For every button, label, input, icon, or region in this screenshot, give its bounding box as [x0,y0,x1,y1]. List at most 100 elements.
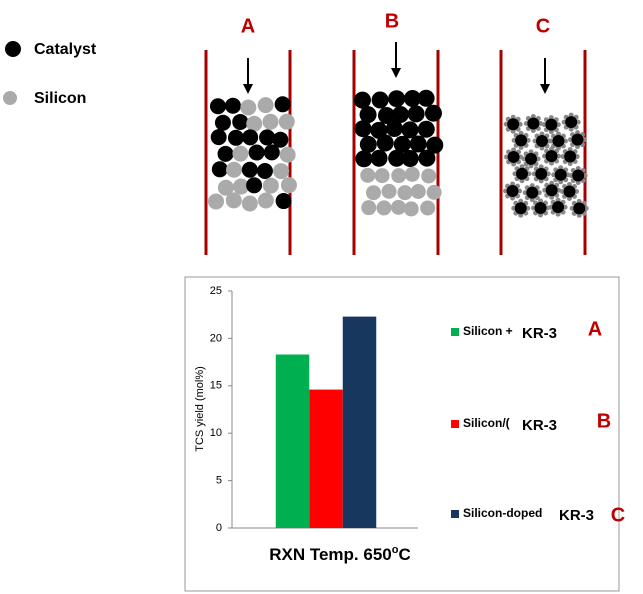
particle [217,179,234,196]
particle [227,129,244,146]
particle [403,201,419,217]
particle [224,97,241,114]
particle [545,118,558,131]
annotation-text: KR-3 [522,417,557,434]
annotation-tag: B [597,410,611,432]
particle [246,115,263,132]
particle [225,161,242,178]
particle [210,129,227,146]
bar [275,354,310,528]
particle [403,90,421,108]
particle [409,135,427,153]
particle [554,168,567,181]
particle [360,167,376,183]
x-label-sup: o [392,544,399,556]
particle [426,184,442,200]
particle [359,106,377,124]
particle [515,167,528,180]
x-label-unit: C [398,545,410,564]
particle [208,193,225,210]
y-tick-label: 25 [210,285,222,297]
arrow-head [540,84,550,94]
particle [257,97,274,114]
particle [426,136,444,154]
particle [225,192,242,209]
particle [365,185,381,201]
particle [565,116,578,129]
tube-label: C [536,15,550,37]
annotation-text: KR-3 [559,507,594,524]
particle [545,150,558,163]
particle [232,113,249,130]
particle [514,202,527,215]
particle [420,200,436,216]
particle [371,91,389,109]
particle [404,166,420,182]
y-tick-label: 10 [210,427,222,439]
particle [385,119,403,137]
particle [407,105,425,123]
particle [527,117,540,130]
annotation-text: KR-3 [522,325,557,342]
particle [259,129,276,146]
particle [248,144,265,161]
particle [525,152,538,165]
particle [424,104,442,122]
y-tick-label: 15 [210,380,222,392]
legend-label: Catalyst [34,41,97,58]
catalyst-icon [5,41,21,57]
particle [232,178,249,195]
legend-swatch [451,328,459,336]
particle [275,193,292,210]
particle [209,98,226,115]
bar [342,316,377,528]
y-tick-label: 20 [210,332,222,344]
particle [257,192,274,209]
legend-label: Silicon + [463,324,513,338]
arrow-head [243,84,253,94]
particle [388,149,406,167]
particle [391,105,409,123]
y-tick-label: 0 [216,522,222,534]
legend-label: Silicon [34,90,86,107]
particle [418,149,436,167]
particle [526,186,539,199]
particle [353,91,371,109]
particle [280,177,297,194]
y-tick-label: 5 [216,475,222,487]
particle [256,162,273,179]
particle [388,90,406,108]
particle [573,202,586,215]
particle [355,150,373,168]
particle [273,163,290,180]
particle [390,199,406,215]
particle [552,135,565,148]
y-axis-label: TCS yield (mol%) [194,366,206,452]
x-axis-label: RXN Temp. 650oC [269,544,411,565]
particle [232,145,249,162]
particle [545,184,558,197]
particle [217,145,234,162]
particle [421,168,437,184]
particle [278,113,295,130]
particle [374,168,390,184]
particle [564,150,577,163]
particle [393,135,411,153]
particle [376,200,392,216]
tube-label: B [385,10,399,32]
particle [279,146,296,163]
particle [572,169,585,182]
particle [359,135,377,153]
particle [263,144,280,161]
legend-swatch [451,510,459,518]
particle [377,107,395,125]
particle [274,96,291,113]
particle [417,89,435,107]
particle [563,185,576,198]
particle [535,134,548,147]
particle [515,134,528,147]
particle [240,99,257,116]
legend-label: Silicon-doped [463,506,542,520]
particle [381,183,397,199]
